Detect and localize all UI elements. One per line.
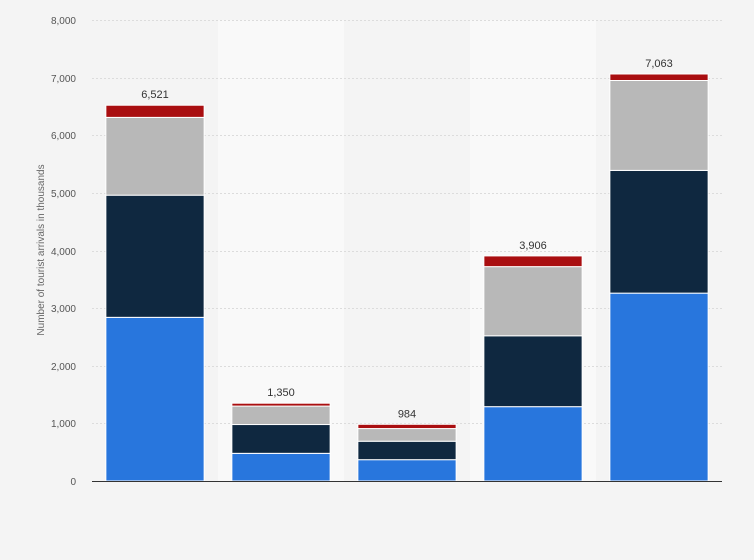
y-tick-label: 8,000 xyxy=(51,16,76,27)
total-label: 1,350 xyxy=(267,387,295,399)
bar-segment[interactable] xyxy=(357,459,457,482)
total-label: 984 xyxy=(398,408,416,420)
total-label: 6,521 xyxy=(141,89,169,101)
y-tick-label: 4,000 xyxy=(51,247,76,258)
bar-segment[interactable] xyxy=(357,428,457,442)
y-tick-label: 6,000 xyxy=(51,131,76,142)
bar-segment[interactable] xyxy=(483,406,583,482)
bar-segment[interactable] xyxy=(231,424,331,454)
bars xyxy=(105,73,709,482)
bar-segment[interactable] xyxy=(483,266,583,337)
bar-segment[interactable] xyxy=(357,440,457,461)
bar-segment[interactable] xyxy=(105,316,205,482)
y-tick-label: 1,000 xyxy=(51,419,76,430)
y-tick-label: 7,000 xyxy=(51,74,76,85)
bar-segment[interactable] xyxy=(231,452,331,482)
bar-segment[interactable] xyxy=(105,194,205,318)
bar-segment[interactable] xyxy=(609,73,709,82)
bar-segment[interactable] xyxy=(483,335,583,408)
y-tick-label: 0 xyxy=(70,477,76,488)
y-axis-ticks: 0 1,000 2,000 3,000 4,000 5,000 6,000 7,000 8,00… xyxy=(51,16,76,488)
bar-segment[interactable] xyxy=(231,402,331,407)
bar-segment[interactable] xyxy=(105,116,205,196)
bar-segment[interactable] xyxy=(483,255,583,268)
bar-segment[interactable] xyxy=(231,405,331,426)
total-label: 3,906 xyxy=(519,240,547,252)
bar-segment[interactable] xyxy=(105,104,205,118)
bar-segment[interactable] xyxy=(609,292,709,482)
total-label: 7,063 xyxy=(645,58,673,70)
total-labels: 6,521 1,350 984 3,906 7,063 xyxy=(141,58,673,420)
bar-segment[interactable] xyxy=(357,423,457,430)
y-axis-label: Number of tourist arrivals in thousands xyxy=(36,164,47,335)
bar-segment[interactable] xyxy=(609,80,709,171)
bar-segment[interactable] xyxy=(609,169,709,294)
y-tick-label: 3,000 xyxy=(51,304,76,315)
y-tick-label: 5,000 xyxy=(51,189,76,200)
y-tick-label: 2,000 xyxy=(51,362,76,373)
